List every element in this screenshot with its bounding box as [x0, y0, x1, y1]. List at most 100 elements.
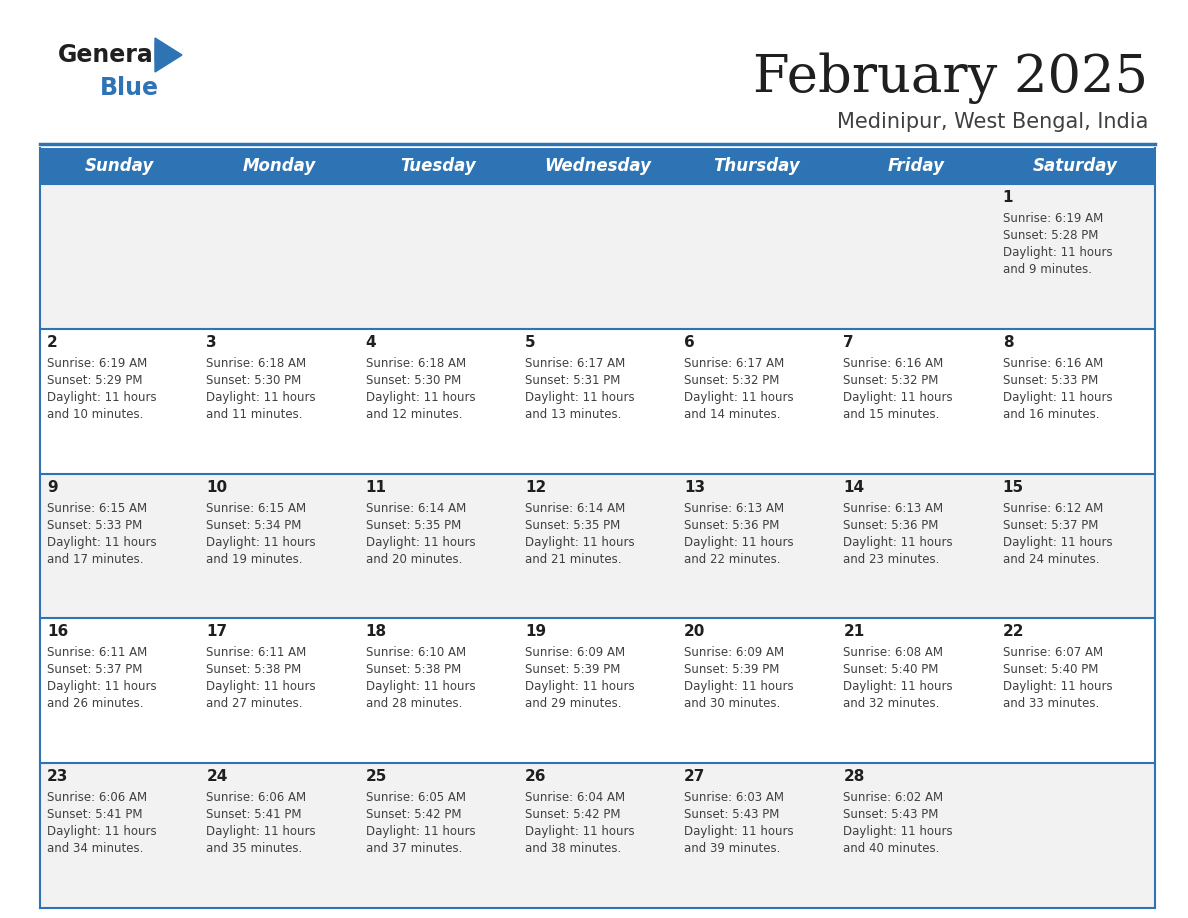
Text: Sunset: 5:39 PM: Sunset: 5:39 PM	[684, 664, 779, 677]
Text: Daylight: 11 hours: Daylight: 11 hours	[207, 535, 316, 549]
Text: Friday: Friday	[887, 157, 944, 175]
Text: Sunrise: 6:14 AM: Sunrise: 6:14 AM	[366, 501, 466, 515]
Text: Thursday: Thursday	[714, 157, 801, 175]
Polygon shape	[154, 38, 182, 72]
Text: Sunset: 5:40 PM: Sunset: 5:40 PM	[843, 664, 939, 677]
Text: and 28 minutes.: and 28 minutes.	[366, 698, 462, 711]
Text: and 17 minutes.: and 17 minutes.	[48, 553, 144, 565]
Text: Saturday: Saturday	[1032, 157, 1118, 175]
Text: 14: 14	[843, 479, 865, 495]
Text: Sunset: 5:33 PM: Sunset: 5:33 PM	[1003, 374, 1098, 386]
Text: and 16 minutes.: and 16 minutes.	[1003, 408, 1099, 420]
Text: Daylight: 11 hours: Daylight: 11 hours	[684, 535, 794, 549]
Text: and 33 minutes.: and 33 minutes.	[1003, 698, 1099, 711]
Text: Sunrise: 6:11 AM: Sunrise: 6:11 AM	[48, 646, 147, 659]
Text: Sunrise: 6:13 AM: Sunrise: 6:13 AM	[684, 501, 784, 515]
Text: and 38 minutes.: and 38 minutes.	[525, 842, 621, 856]
Text: Sunset: 5:29 PM: Sunset: 5:29 PM	[48, 374, 143, 386]
Text: and 27 minutes.: and 27 minutes.	[207, 698, 303, 711]
Text: 2: 2	[48, 335, 58, 350]
Text: 13: 13	[684, 479, 706, 495]
Text: Sunset: 5:33 PM: Sunset: 5:33 PM	[48, 519, 143, 532]
Text: Sunset: 5:28 PM: Sunset: 5:28 PM	[1003, 229, 1098, 242]
Text: and 26 minutes.: and 26 minutes.	[48, 698, 144, 711]
Text: Daylight: 11 hours: Daylight: 11 hours	[48, 391, 157, 404]
Text: Sunset: 5:39 PM: Sunset: 5:39 PM	[525, 664, 620, 677]
Text: and 34 minutes.: and 34 minutes.	[48, 842, 144, 856]
Text: 4: 4	[366, 335, 377, 350]
Text: Sunrise: 6:10 AM: Sunrise: 6:10 AM	[366, 646, 466, 659]
Text: Sunset: 5:38 PM: Sunset: 5:38 PM	[366, 664, 461, 677]
Text: Daylight: 11 hours: Daylight: 11 hours	[1003, 680, 1112, 693]
Text: and 37 minutes.: and 37 minutes.	[366, 842, 462, 856]
Text: Sunset: 5:40 PM: Sunset: 5:40 PM	[1003, 664, 1098, 677]
Text: 28: 28	[843, 769, 865, 784]
Text: Daylight: 11 hours: Daylight: 11 hours	[525, 535, 634, 549]
Text: 11: 11	[366, 479, 386, 495]
Text: Sunset: 5:34 PM: Sunset: 5:34 PM	[207, 519, 302, 532]
Text: Sunday: Sunday	[86, 157, 154, 175]
Text: Daylight: 11 hours: Daylight: 11 hours	[366, 825, 475, 838]
Text: and 30 minutes.: and 30 minutes.	[684, 698, 781, 711]
Bar	[40, 184, 1155, 329]
Text: February 2025: February 2025	[753, 52, 1148, 104]
Text: Sunset: 5:41 PM: Sunset: 5:41 PM	[48, 808, 143, 822]
Text: 22: 22	[1003, 624, 1024, 640]
Text: Sunset: 5:35 PM: Sunset: 5:35 PM	[366, 519, 461, 532]
Text: Daylight: 11 hours: Daylight: 11 hours	[207, 680, 316, 693]
Text: Sunrise: 6:18 AM: Sunrise: 6:18 AM	[207, 357, 307, 370]
Text: and 15 minutes.: and 15 minutes.	[843, 408, 940, 420]
Text: Sunset: 5:35 PM: Sunset: 5:35 PM	[525, 519, 620, 532]
Text: 27: 27	[684, 769, 706, 784]
Text: and 32 minutes.: and 32 minutes.	[843, 698, 940, 711]
Text: 6: 6	[684, 335, 695, 350]
Text: 19: 19	[525, 624, 546, 640]
Text: and 14 minutes.: and 14 minutes.	[684, 408, 781, 420]
Text: and 22 minutes.: and 22 minutes.	[684, 553, 781, 565]
Text: 24: 24	[207, 769, 228, 784]
Text: and 39 minutes.: and 39 minutes.	[684, 842, 781, 856]
Text: Medinipur, West Bengal, India: Medinipur, West Bengal, India	[836, 112, 1148, 132]
Text: Daylight: 11 hours: Daylight: 11 hours	[843, 391, 953, 404]
Text: Daylight: 11 hours: Daylight: 11 hours	[1003, 391, 1112, 404]
Text: 3: 3	[207, 335, 217, 350]
Text: Sunrise: 6:02 AM: Sunrise: 6:02 AM	[843, 791, 943, 804]
Text: Sunset: 5:42 PM: Sunset: 5:42 PM	[366, 808, 461, 822]
Text: Sunrise: 6:14 AM: Sunrise: 6:14 AM	[525, 501, 625, 515]
Text: Sunrise: 6:17 AM: Sunrise: 6:17 AM	[684, 357, 784, 370]
Text: Sunrise: 6:16 AM: Sunrise: 6:16 AM	[1003, 357, 1102, 370]
Text: 16: 16	[48, 624, 68, 640]
Text: Sunrise: 6:11 AM: Sunrise: 6:11 AM	[207, 646, 307, 659]
Text: Sunset: 5:30 PM: Sunset: 5:30 PM	[207, 374, 302, 386]
Text: Wednesday: Wednesday	[544, 157, 651, 175]
Text: Sunrise: 6:09 AM: Sunrise: 6:09 AM	[684, 646, 784, 659]
Text: Daylight: 11 hours: Daylight: 11 hours	[1003, 535, 1112, 549]
Text: Sunset: 5:36 PM: Sunset: 5:36 PM	[843, 519, 939, 532]
Text: Sunset: 5:32 PM: Sunset: 5:32 PM	[684, 374, 779, 386]
Text: Daylight: 11 hours: Daylight: 11 hours	[48, 535, 157, 549]
Text: 10: 10	[207, 479, 227, 495]
Text: Sunrise: 6:17 AM: Sunrise: 6:17 AM	[525, 357, 625, 370]
Text: and 12 minutes.: and 12 minutes.	[366, 408, 462, 420]
Text: Sunset: 5:43 PM: Sunset: 5:43 PM	[843, 808, 939, 822]
Text: and 21 minutes.: and 21 minutes.	[525, 553, 621, 565]
Text: and 24 minutes.: and 24 minutes.	[1003, 553, 1099, 565]
Text: Daylight: 11 hours: Daylight: 11 hours	[843, 825, 953, 838]
Text: Daylight: 11 hours: Daylight: 11 hours	[525, 680, 634, 693]
Text: 15: 15	[1003, 479, 1024, 495]
Text: Sunset: 5:30 PM: Sunset: 5:30 PM	[366, 374, 461, 386]
Text: and 13 minutes.: and 13 minutes.	[525, 408, 621, 420]
Text: and 23 minutes.: and 23 minutes.	[843, 553, 940, 565]
Text: Sunset: 5:31 PM: Sunset: 5:31 PM	[525, 374, 620, 386]
Bar	[40, 148, 1155, 184]
Text: Sunrise: 6:06 AM: Sunrise: 6:06 AM	[48, 791, 147, 804]
Text: Sunset: 5:42 PM: Sunset: 5:42 PM	[525, 808, 620, 822]
Text: Sunrise: 6:12 AM: Sunrise: 6:12 AM	[1003, 501, 1102, 515]
Text: Daylight: 11 hours: Daylight: 11 hours	[207, 825, 316, 838]
Text: and 19 minutes.: and 19 minutes.	[207, 553, 303, 565]
Text: Sunrise: 6:15 AM: Sunrise: 6:15 AM	[48, 501, 147, 515]
Text: Daylight: 11 hours: Daylight: 11 hours	[684, 680, 794, 693]
Text: 18: 18	[366, 624, 387, 640]
Text: Daylight: 11 hours: Daylight: 11 hours	[207, 391, 316, 404]
Text: and 11 minutes.: and 11 minutes.	[207, 408, 303, 420]
